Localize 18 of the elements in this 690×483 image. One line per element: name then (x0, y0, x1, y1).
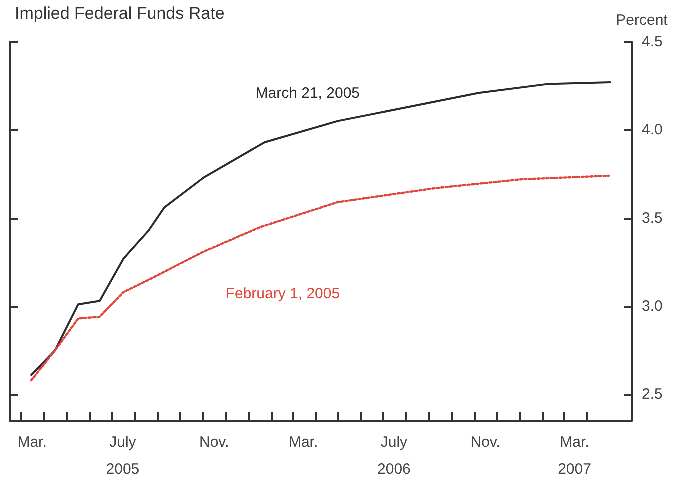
x-tick-label: July 2005 (106, 434, 140, 478)
y-tick-label: 2.5 (642, 386, 663, 404)
x-tick-label: July 2006 (378, 434, 411, 478)
y-axis-title: Percent (616, 12, 669, 29)
text: February 1, 2005 (226, 285, 340, 302)
y-tick-label: 4.5 (642, 34, 663, 50)
x-tick-label: Mar. 2007 (558, 434, 592, 478)
chart-title: Implied Federal Funds Rate (15, 4, 225, 23)
line-series (30, 82, 612, 376)
x-tick-label: Mar. (18, 434, 47, 451)
series-label: March 21, 2005 (256, 84, 360, 102)
x-tick-label: Nov. (199, 434, 230, 451)
line-series (30, 174, 610, 382)
y-tick-label: 3.0 (642, 298, 663, 315)
x-tick-label: Nov. (470, 434, 500, 451)
y-tick-label: 3.5 (642, 210, 663, 227)
y-tick-label: 4.0 (642, 122, 663, 139)
x-tick-label: Mar. (288, 434, 318, 451)
